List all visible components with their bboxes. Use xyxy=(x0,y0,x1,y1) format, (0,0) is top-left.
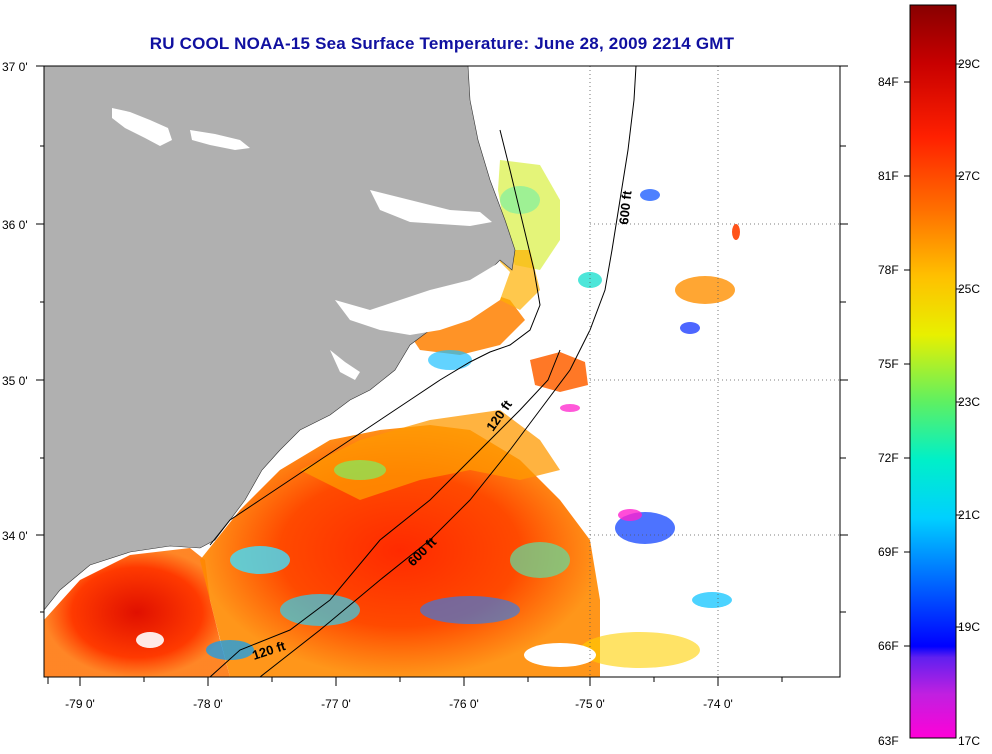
sst-offshore-patch xyxy=(692,592,732,608)
colorbar-f-label: 63F xyxy=(878,734,899,748)
contour-600ft xyxy=(259,66,637,677)
lon-label-77: -77 0' xyxy=(321,697,351,711)
contour-120ft xyxy=(209,349,561,677)
colorbar-c-label: 29C xyxy=(958,57,980,71)
sst-cool-patch xyxy=(428,350,472,370)
sst-cool-patch xyxy=(280,594,360,626)
colorbar-c-label: 27C xyxy=(958,169,980,183)
sst-offshore-patch xyxy=(618,509,642,521)
lon-label-74: -74 0' xyxy=(703,697,733,711)
colorbar-f-label: 69F xyxy=(878,545,899,559)
sst-cool-patch xyxy=(334,460,386,480)
lon-label-75: -75 0' xyxy=(575,697,605,711)
map-title: RU COOL NOAA-15 Sea Surface Temperature:… xyxy=(149,34,735,53)
lon-label-79: -79 0' xyxy=(65,697,95,711)
grid-lines xyxy=(589,66,840,677)
colorbar-c-label: 19C xyxy=(958,620,980,634)
sst-white-gap xyxy=(136,632,164,648)
sst-cool-patch xyxy=(206,640,254,660)
colorbar-f-label: 84F xyxy=(878,75,899,89)
contour-label-600ft-north: 600 ft xyxy=(616,189,635,225)
sst-offshore-patch xyxy=(680,322,700,334)
sst-offshore-patch xyxy=(732,224,740,240)
lat-label-37: 37 0' xyxy=(2,60,28,74)
plot-frame xyxy=(43,65,841,678)
colorbar-f-label: 72F xyxy=(878,451,899,465)
sst-cool-patch xyxy=(500,186,540,214)
pamlico-sound xyxy=(335,262,510,335)
lat-label-34: 34 0' xyxy=(2,529,28,543)
inland-river xyxy=(330,350,360,380)
colorbar-c-label: 25C xyxy=(958,282,980,296)
sst-cool-patch xyxy=(230,546,290,574)
sst-offshore-patch xyxy=(578,272,602,288)
coastline-outer xyxy=(209,129,541,546)
axis-ticks xyxy=(36,65,848,686)
sst-offshore-patch xyxy=(675,276,735,304)
colorbar-c-label: 23C xyxy=(958,395,980,409)
colorbar-c-label: 21C xyxy=(958,508,980,522)
sst-offshore-patch xyxy=(560,404,580,412)
colorbar-f-label: 66F xyxy=(878,639,899,653)
colorbar-f-label: 78F xyxy=(878,263,899,277)
lon-label-76: -76 0' xyxy=(449,697,479,711)
sst-cool-patch xyxy=(420,596,520,624)
colorbar-f-label: 75F xyxy=(878,357,899,371)
lon-label-78: -78 0' xyxy=(193,697,223,711)
colorbar-c-label: 17C xyxy=(958,734,980,748)
albemarle-sound xyxy=(370,190,492,226)
sst-offshore-patch xyxy=(640,189,660,201)
colorbar-f-label: 81F xyxy=(878,169,899,183)
sst-white-gap xyxy=(524,643,596,667)
inland-river xyxy=(190,130,250,150)
sst-region-southwest xyxy=(44,548,230,677)
lat-label-36: 36 0' xyxy=(2,218,28,232)
inland-river xyxy=(112,108,172,146)
colorbar-ticks xyxy=(904,63,962,647)
colorbar xyxy=(909,4,957,739)
sst-cool-patch xyxy=(510,542,570,578)
sst-offshore-patch xyxy=(580,632,700,668)
lat-label-35: 35 0' xyxy=(2,374,28,388)
bathymetry-contours xyxy=(209,66,637,677)
sst-data-layer xyxy=(44,66,740,677)
